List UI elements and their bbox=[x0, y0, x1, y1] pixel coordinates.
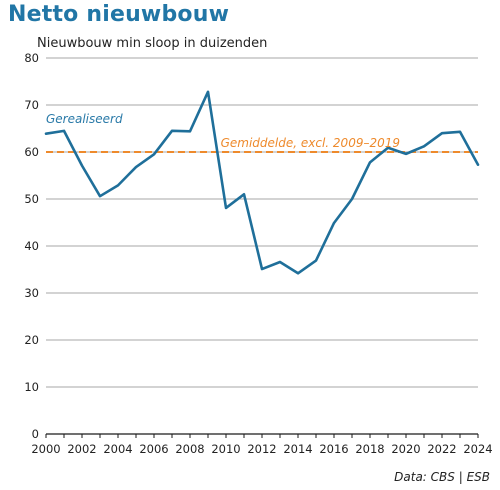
reference-line-label: Gemiddelde, excl. 2009–2019 bbox=[221, 136, 400, 150]
gridlines bbox=[46, 57, 478, 388]
x-tick-label: 2002 bbox=[67, 442, 96, 456]
chart-subtitle: Nieuwbouw min sloop in duizenden bbox=[37, 36, 268, 51]
y-tick-label: 40 bbox=[24, 239, 39, 253]
x-tick-label: 2022 bbox=[427, 442, 456, 456]
x-tick-label: 2004 bbox=[103, 442, 132, 456]
y-tick-label: 60 bbox=[24, 145, 39, 159]
series-line bbox=[44, 90, 480, 275]
series-label-gerealiseerd: Gerealiseerd bbox=[46, 112, 123, 126]
y-tick-label: 70 bbox=[24, 98, 39, 112]
x-tick-label: 2020 bbox=[391, 442, 420, 456]
x-tick-label: 2018 bbox=[355, 442, 384, 456]
y-tick-label: 0 bbox=[32, 427, 39, 441]
x-tick-label: 2000 bbox=[31, 442, 60, 456]
x-axis: 2000 2002 2004 2006 2008 2010 2012 2014 2016 2018… bbox=[31, 433, 493, 456]
data-source: Data: CBS | ESB bbox=[394, 470, 490, 484]
y-tick-label: 80 bbox=[24, 51, 39, 65]
x-tick-label: 2012 bbox=[247, 442, 276, 456]
x-tick-label: 2008 bbox=[175, 442, 204, 456]
x-tick-label: 2016 bbox=[319, 442, 348, 456]
series-lines bbox=[44, 90, 480, 275]
y-tick-label: 20 bbox=[24, 333, 39, 347]
y-axis-ticks: 0 10 20 30 40 50 60 70 80 bbox=[24, 51, 39, 441]
y-tick-label: 30 bbox=[24, 286, 39, 300]
x-tick-label: 2024 bbox=[463, 442, 492, 456]
y-tick-label: 50 bbox=[24, 192, 39, 206]
x-tick-label: 2014 bbox=[283, 442, 312, 456]
y-tick-label: 10 bbox=[24, 380, 39, 394]
x-tick-label: 2006 bbox=[139, 442, 168, 456]
x-tick-label: 2010 bbox=[211, 442, 240, 456]
chart-title: Netto nieuwbouw bbox=[8, 2, 230, 27]
